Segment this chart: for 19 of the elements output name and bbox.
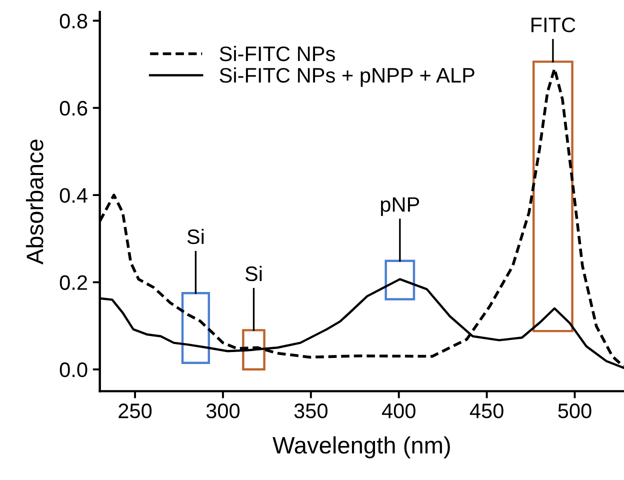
legend-label: Si-FITC NPs — [220, 46, 335, 62]
x-tick-label: 500 — [558, 404, 592, 418]
x-tick-label: 450 — [470, 404, 504, 418]
x-tick-label: 400 — [382, 404, 416, 418]
annotation: pNP — [380, 197, 420, 216]
y-tick-label: 0.8 — [60, 14, 88, 28]
x-tick-label: 250 — [118, 404, 152, 418]
legend-label: Si-FITC NPs + pNPP + ALP — [220, 67, 474, 87]
annotation: Si — [187, 228, 204, 244]
y-tick-label: 0.4 — [60, 188, 88, 203]
y-axis-title: Absorbance — [26, 140, 44, 265]
x-tick-label: 350 — [294, 404, 328, 418]
x-axis-title: Wavelength (nm) — [272, 436, 450, 458]
annotation: FITC — [532, 18, 576, 32]
y-tick-label: 0.2 — [60, 275, 87, 290]
annotation: Si — [245, 266, 262, 282]
y-tick-label: 0.6 — [60, 100, 88, 116]
x-tick-label: 300 — [206, 404, 240, 418]
y-tick-label: 0.0 — [60, 362, 88, 378]
